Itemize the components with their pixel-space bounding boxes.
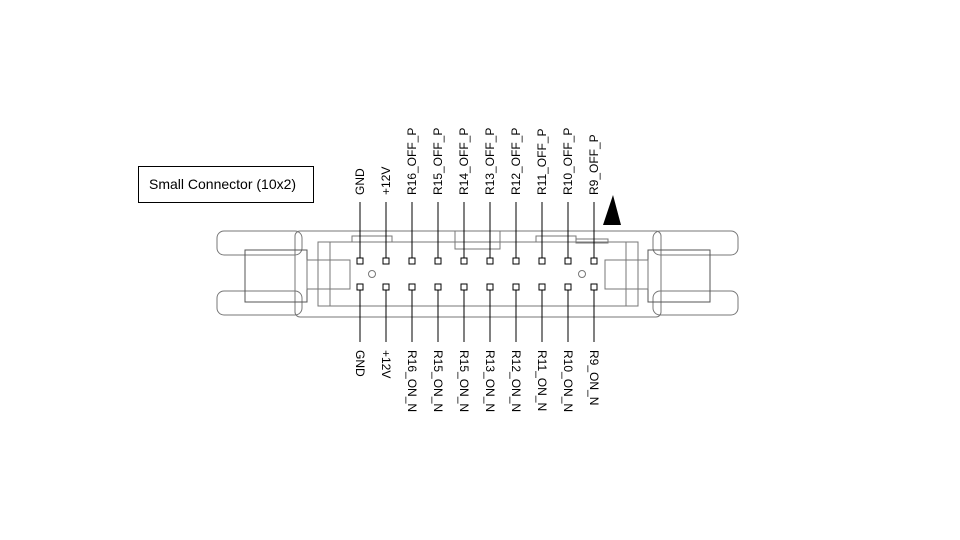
connector-shroud (317, 241, 639, 307)
pin-top-7 (512, 257, 520, 265)
pin-bottom-4 (434, 283, 442, 291)
top-pin-label: R9_OFF_P (587, 134, 601, 195)
right-latch-tab (604, 259, 649, 290)
top-pin-label: R13_OFF_P (483, 128, 497, 195)
top-pin-label: R12_OFF_P (509, 128, 523, 195)
pin-bottom-10 (590, 283, 598, 291)
pin-bottom-2 (382, 283, 390, 291)
bottom-pin-label: R16_ON_N (405, 350, 419, 412)
pin-bottom-1 (356, 283, 364, 291)
top-pin-label: R15_OFF_P (431, 128, 445, 195)
pin-bottom-5 (460, 283, 468, 291)
bottom-pin-label: R11_ON_N (535, 350, 549, 411)
pin-bottom-6 (486, 283, 494, 291)
polarization-key (454, 230, 501, 250)
top-pin-label: R11_OFF_P (535, 129, 549, 195)
pin-bottom-3 (408, 283, 416, 291)
bottom-pin-label: R12_ON_N (509, 350, 523, 412)
bottom-pin-label: R15_ON_N (457, 350, 471, 412)
right-upper-latch-rail (652, 230, 739, 256)
right-latch-block (647, 249, 711, 303)
pin-top-10 (590, 257, 598, 265)
bottom-pin-label: +12V (379, 350, 393, 378)
connector-title: Small Connector (10x2) (138, 166, 314, 203)
right-lower-latch-rail (652, 290, 739, 316)
top-pin-label: +12V (379, 167, 393, 195)
top-pin-label: R10_OFF_P (561, 128, 575, 195)
pin-top-9 (564, 257, 572, 265)
bottom-pin-label: R13_ON_N (483, 350, 497, 412)
pin-bottom-8 (538, 283, 546, 291)
bottom-pin-label: GND (353, 350, 367, 377)
left-lower-latch-rail (216, 290, 303, 316)
locator-hole-right (578, 270, 586, 278)
bottom-pin-label: R9_ON_N (587, 350, 601, 405)
pin-top-6 (486, 257, 494, 265)
top-pin-label: R16_OFF_P (405, 128, 419, 195)
pin-top-8 (538, 257, 546, 265)
bottom-pin-label: R15_ON_N (431, 350, 445, 412)
left-latch-block (244, 249, 308, 303)
pin-top-3 (408, 257, 416, 265)
top-pin-label: R14_OFF_P (457, 128, 471, 195)
pin-bottom-7 (512, 283, 520, 291)
locator-hole-left (368, 270, 376, 278)
pin-top-1 (356, 257, 364, 265)
pin-top-4 (434, 257, 442, 265)
bottom-pin-label: R10_ON_N (561, 350, 575, 412)
top-pin-label: GND (353, 168, 367, 195)
top-rib-left (351, 235, 393, 243)
pin-bottom-9 (564, 283, 572, 291)
pin1-marker-icon (603, 195, 621, 225)
left-upper-latch-rail (216, 230, 303, 256)
left-latch-tab (306, 259, 351, 290)
pin-top-2 (382, 257, 390, 265)
pin-top-5 (460, 257, 468, 265)
